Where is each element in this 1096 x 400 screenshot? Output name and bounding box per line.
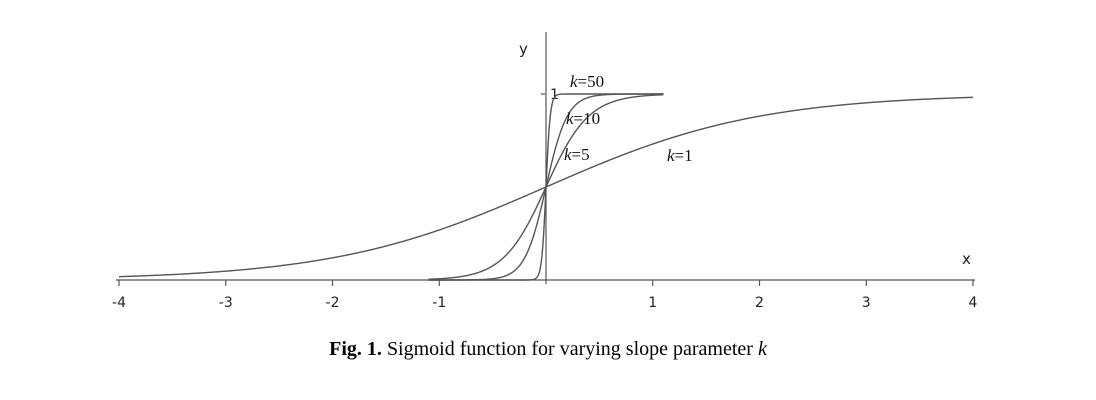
x-tick-label: -4 bbox=[112, 295, 126, 311]
y-axis-label: y bbox=[519, 40, 528, 58]
label-value: =5 bbox=[572, 145, 590, 164]
chart-axes: x y 1 bbox=[116, 32, 975, 284]
x-tick-label: 3 bbox=[862, 295, 871, 311]
chart-series bbox=[118, 93, 974, 281]
label-value: =1 bbox=[675, 146, 693, 165]
x-tick-label: -1 bbox=[432, 295, 446, 311]
x-tick-label: -2 bbox=[326, 295, 340, 311]
x-tick-label: 1 bbox=[648, 295, 657, 311]
x-axis-ticks: -4 -3 -2 -1 1 2 3 4 bbox=[112, 280, 978, 311]
y-tick-label: 1 bbox=[550, 87, 559, 103]
figure-caption: Fig. 1. Sigmoid function for varying slo… bbox=[0, 338, 1096, 361]
x-tick-label: -3 bbox=[219, 295, 233, 311]
x-axis-label: x bbox=[962, 250, 971, 268]
series-line-k50 bbox=[428, 93, 664, 281]
label-k10: k=10 bbox=[566, 109, 600, 128]
label-variable: k bbox=[566, 109, 574, 128]
label-value: =10 bbox=[574, 109, 601, 128]
label-k50: k=50 bbox=[570, 72, 604, 91]
label-variable: k bbox=[570, 72, 578, 91]
x-tick-label: 4 bbox=[969, 295, 978, 311]
label-k1: k=1 bbox=[667, 146, 693, 165]
label-variable: k bbox=[564, 145, 572, 164]
sigmoid-chart: xy1 -4 -3 -2 -1 1 2 3 4 k=50k=10k=5 k=1 bbox=[112, 32, 978, 311]
caption-text: Sigmoid function for varying slope param… bbox=[381, 338, 758, 360]
caption-label: Fig. 1. bbox=[329, 338, 382, 360]
x-tick-label: 2 bbox=[755, 295, 764, 311]
label-k5: k=5 bbox=[564, 145, 590, 164]
caption-symbol: k bbox=[757, 338, 767, 360]
curve-labels: k=50k=10k=5 k=1 bbox=[564, 72, 693, 165]
label-value: =50 bbox=[578, 72, 605, 91]
label-variable: k bbox=[667, 146, 675, 165]
